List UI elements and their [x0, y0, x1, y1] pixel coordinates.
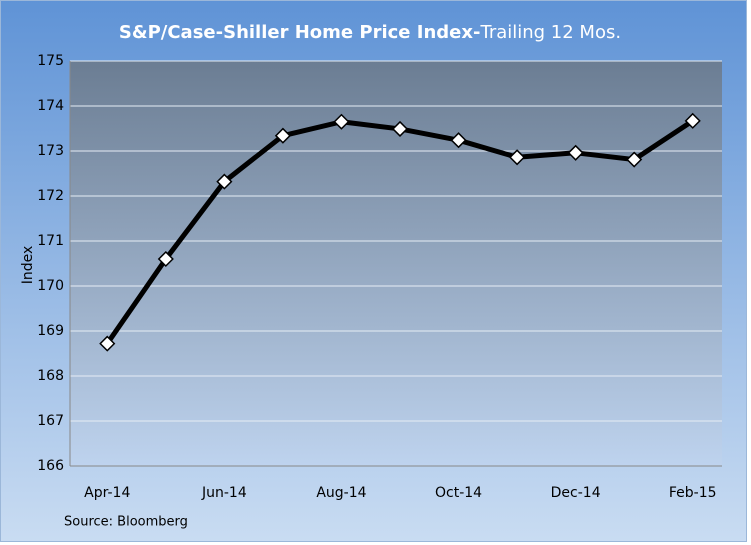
x-tick-label: Oct-14 [435, 485, 482, 501]
marker [567, 144, 584, 161]
y-tick-label: 169 [37, 323, 64, 339]
chart-title: S&P/Case-Shiller Home Price Index-Traili… [119, 22, 621, 43]
source: Source: Bloomberg [64, 515, 188, 530]
y-tick-label: 166 [37, 458, 64, 474]
title: S&P/Case-Shiller Home Price Index- [119, 22, 481, 43]
marker [157, 250, 174, 268]
x-tick-label: Apr-14 [84, 485, 130, 501]
y-tick-label: 167 [37, 413, 64, 429]
x-tick-label: Feb-15 [669, 485, 717, 501]
marker [509, 149, 526, 166]
x-tick-label: Aug-14 [316, 485, 366, 501]
marker [99, 335, 116, 352]
marker [333, 113, 350, 130]
subtitle: Trailing 12 Mos. [479, 22, 621, 43]
y-tick-label: 175 [37, 53, 64, 69]
y-tick-label: 174 [37, 98, 64, 114]
y-tick-label: 172 [37, 188, 64, 204]
marker [450, 132, 467, 149]
marker [274, 127, 291, 144]
y-axis-label: Index [20, 246, 36, 285]
marker [626, 151, 643, 168]
y-tick-label: 173 [37, 143, 64, 159]
y-tick-label: 168 [37, 368, 64, 384]
marker [391, 120, 409, 138]
y-tick-label: 171 [37, 233, 64, 249]
x-tick-label: Dec-14 [551, 485, 601, 501]
x-tick-label: Jun-14 [201, 485, 247, 501]
y-tick-label: 170 [37, 278, 64, 294]
marker [216, 173, 233, 190]
marker [684, 112, 701, 129]
